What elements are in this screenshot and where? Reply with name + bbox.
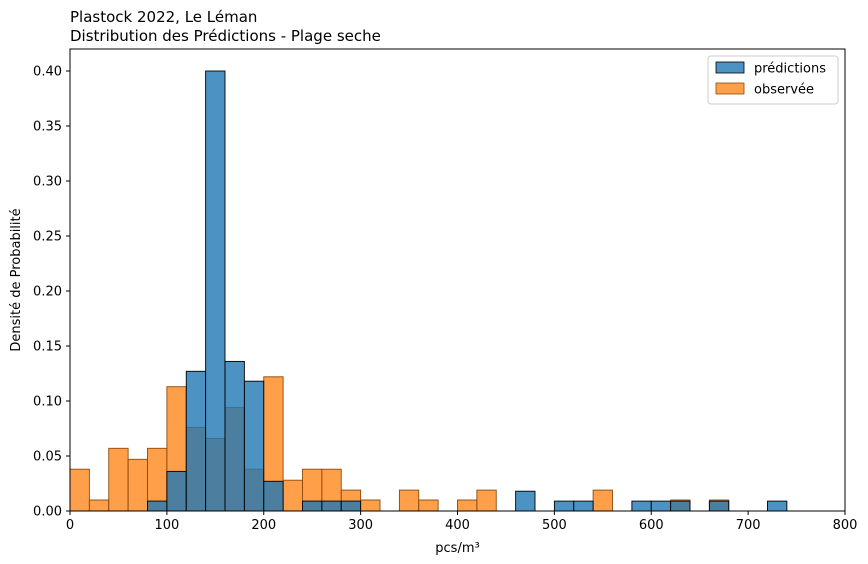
x-tick-label-7: 700 <box>736 518 761 533</box>
y-axis-label: Densité de Probabilité <box>9 208 24 351</box>
legend-label-predictions: prédictions <box>754 62 826 77</box>
predicted-bar-10 <box>515 490 536 512</box>
predicted-bar-14 <box>650 500 672 512</box>
observed-bar-19 <box>476 489 497 512</box>
predicted-bar-5 <box>243 380 265 512</box>
predicted-bar-15 <box>670 500 691 512</box>
legend: prédictions observée <box>707 55 839 105</box>
observed-bar-1 <box>88 499 110 512</box>
x-axis-ticks: 0 100 200 300 400 500 600 700 800 <box>66 511 858 533</box>
observed-bar-16 <box>398 489 420 512</box>
predicted-bar-13 <box>631 500 652 512</box>
y-tick-label-3: 0.15 <box>33 340 62 355</box>
y-tick-label-1: 0.05 <box>33 450 62 465</box>
predicted-bar-2 <box>185 370 207 512</box>
x-axis-label: pcs/m³ <box>435 541 479 556</box>
y-tick-label-8: 0.40 <box>33 65 62 80</box>
predicted-bar-12 <box>573 500 594 512</box>
legend-swatch-predictions <box>715 61 745 74</box>
observed-bar-20 <box>592 489 613 512</box>
predicted-bar-9 <box>340 500 362 512</box>
y-axis-ticks: 0.00 0.05 0.10 0.15 0.20 0.25 0.30 0.35 0.40 <box>33 65 70 520</box>
y-tick-label-0: 0.00 <box>33 505 62 520</box>
observed-bar-2 <box>108 447 129 512</box>
predicted-bar-0 <box>147 500 168 512</box>
y-tick-label-2: 0.10 <box>33 395 62 410</box>
y-tick-label-7: 0.35 <box>33 120 62 135</box>
predicted-bar-8 <box>321 500 342 512</box>
observed-bar-0 <box>69 468 90 512</box>
predicted-bar-4 <box>224 360 245 512</box>
observed-bar-18 <box>457 499 478 512</box>
predicted-bar-3 <box>205 70 226 512</box>
x-tick-label-2: 200 <box>251 518 276 533</box>
x-tick-label-6: 600 <box>639 518 664 533</box>
predicted-bar-11 <box>553 500 575 512</box>
legend-swatch-observed <box>715 82 745 95</box>
predicted-bar-16 <box>708 500 730 512</box>
predicted-bar-7 <box>302 500 323 512</box>
y-tick-label-5: 0.25 <box>33 230 62 245</box>
observed-bar-11 <box>282 479 303 512</box>
chart-subtitle: Distribution des Prédictions - Plage sec… <box>70 27 381 45</box>
x-tick-label-5: 500 <box>542 518 567 533</box>
chart-title: Plastock 2022, Le Léman <box>70 8 257 26</box>
observed-bar-15 <box>360 499 381 512</box>
observed-bar-17 <box>418 499 439 512</box>
y-tick-label-6: 0.30 <box>33 175 62 190</box>
x-tick-label-3: 300 <box>348 518 373 533</box>
x-tick-label-0: 0 <box>66 518 74 533</box>
legend-label-observed: observée <box>754 83 814 98</box>
predicted-bar-17 <box>767 500 788 512</box>
y-tick-label-4: 0.20 <box>33 285 62 300</box>
x-tick-label-8: 800 <box>833 518 858 533</box>
predicted-bar-1 <box>166 470 187 512</box>
predicted-bar-6 <box>263 480 284 512</box>
x-tick-label-1: 100 <box>154 518 179 533</box>
x-tick-label-4: 400 <box>445 518 470 533</box>
observed-bar-3 <box>127 458 148 512</box>
